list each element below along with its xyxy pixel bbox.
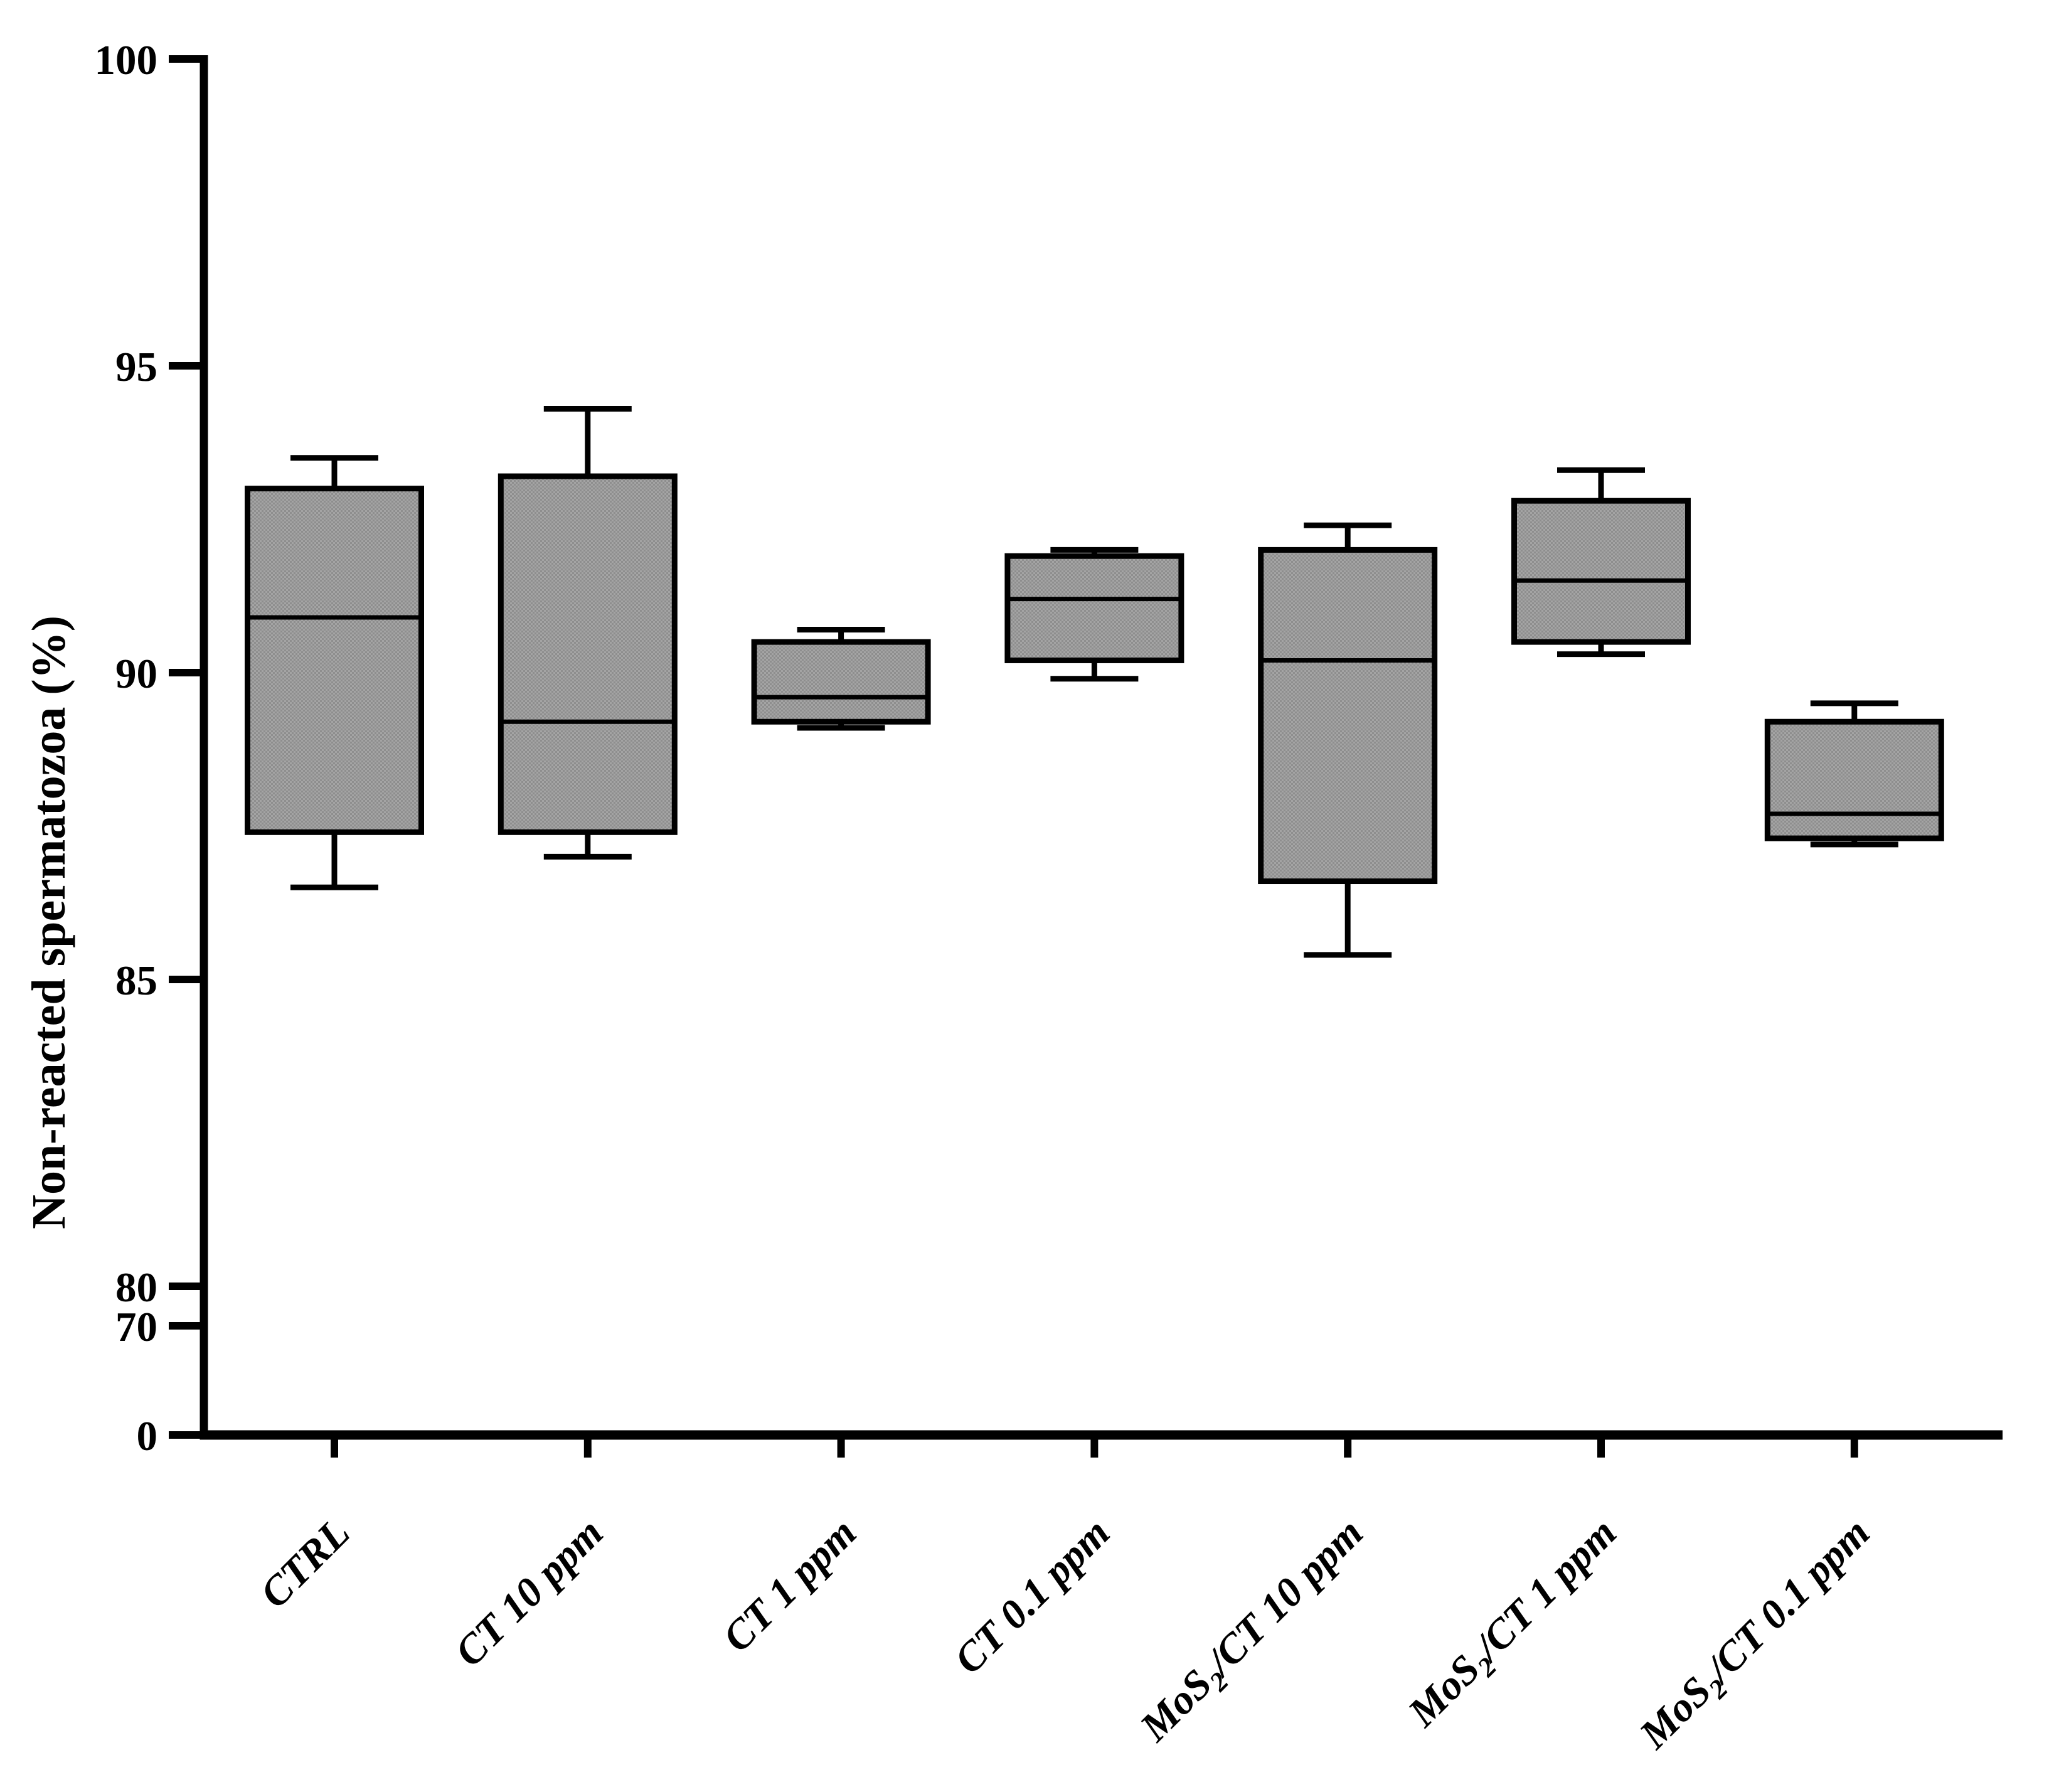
- label-text: /CT 0.1 ppm: [1696, 1510, 1879, 1693]
- label-text: /CT 1 ppm: [1464, 1510, 1626, 1671]
- box-rect: [1511, 498, 1691, 645]
- box-rect: [1258, 547, 1438, 885]
- y-tick-label-0: 0: [137, 1413, 158, 1459]
- label-text: CT 0.1 ppm: [945, 1510, 1119, 1683]
- y-tick-label-90: 90: [115, 651, 157, 697]
- label-text: CT 10 ppm: [446, 1510, 612, 1675]
- x-axis: [200, 1430, 2003, 1458]
- box-rect: [245, 486, 424, 835]
- y-tick-label-95: 95: [115, 344, 157, 390]
- box-group-MoS2-CT-1-ppm: [1511, 467, 1691, 658]
- label-text: /CT 10 ppm: [1196, 1510, 1372, 1685]
- x-category-label-CT-1-ppm: CT 1 ppm: [714, 1510, 865, 1661]
- y-tick-label-70: 70: [115, 1304, 157, 1350]
- box-group-CT-1-ppm: [751, 627, 931, 731]
- y-axis-title: Non-reacted spermatozoa (%): [23, 616, 75, 1229]
- box-rect: [498, 473, 678, 835]
- box-rect: [1764, 718, 1944, 841]
- boxes-layer: [245, 405, 1944, 958]
- x-category-label-CT-10-ppm: CT 10 ppm: [446, 1510, 612, 1675]
- x-category-label-CTRL: CTRL: [252, 1510, 359, 1617]
- box-group-MoS2-CT-0-1-ppm: [1764, 700, 1944, 848]
- box-rect: [751, 639, 931, 725]
- x-category-label-MoS2-CT-10-ppm: MoS2/CT 10 ppm: [1131, 1510, 1376, 1754]
- box-rect: [1004, 553, 1184, 663]
- x-category-label-CT-0-1-ppm: CT 0.1 ppm: [945, 1510, 1119, 1683]
- label-text: CT 1 ppm: [714, 1510, 865, 1661]
- x-category-label-MoS2-CT-0-1-ppm: MoS2/CT 0.1 ppm: [1631, 1510, 1883, 1762]
- y-tick-label-85: 85: [115, 957, 157, 1004]
- x-category-label-MoS2-CT-1-ppm: MoS2/CT 1 ppm: [1399, 1510, 1629, 1740]
- y-tick-label-80: 80: [115, 1264, 157, 1311]
- box-group-CT-10-ppm: [498, 405, 678, 860]
- box-group-CTRL: [245, 455, 424, 890]
- y-tick-label-100: 100: [95, 37, 158, 83]
- box-group-MoS2-CT-10-ppm: [1258, 522, 1438, 958]
- box-group-CT-0-1-ppm: [1004, 547, 1184, 682]
- label-text: CTRL: [252, 1510, 359, 1617]
